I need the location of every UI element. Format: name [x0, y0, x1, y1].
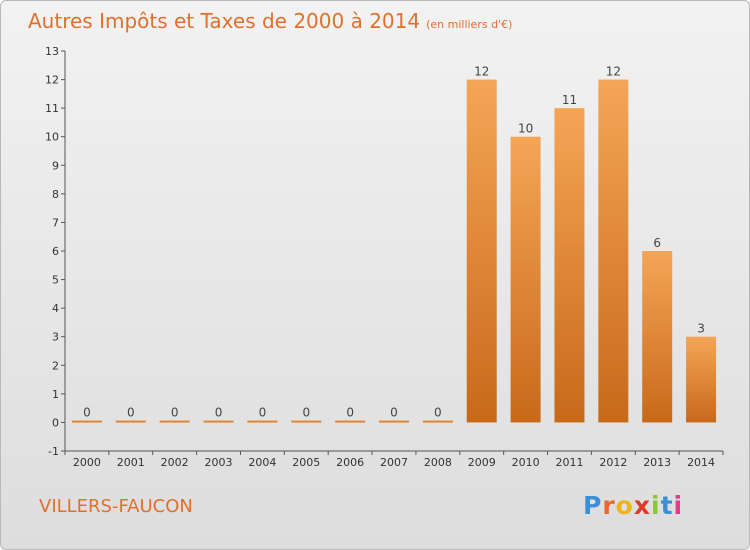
data-label: 0 — [302, 405, 310, 419]
logo-letter: x — [633, 491, 651, 520]
x-tick-label: 2003 — [205, 456, 233, 469]
logo-letter: i — [673, 491, 684, 520]
y-tick-label: 7 — [52, 216, 59, 229]
y-tick-label: 2 — [52, 359, 59, 372]
y-tick-label: 8 — [52, 188, 59, 201]
x-tick-label: 2002 — [161, 456, 189, 469]
bar-2003 — [203, 420, 234, 423]
y-tick-label: 5 — [52, 274, 59, 287]
data-label: 0 — [390, 405, 398, 419]
y-tick-label: 6 — [52, 245, 59, 258]
data-label: 11 — [562, 93, 577, 107]
bar-2008 — [422, 420, 453, 423]
data-label: 6 — [653, 236, 661, 250]
data-label: 0 — [127, 405, 135, 419]
y-tick-label: -1 — [48, 445, 59, 458]
y-tick-label: 11 — [45, 102, 59, 115]
proxiti-logo: Proxiti — [583, 491, 683, 520]
y-tick-label: 0 — [52, 416, 59, 429]
bar-2009 — [466, 79, 497, 423]
data-label: 0 — [346, 405, 354, 419]
chart-title-main: Autres Impôts et Taxes de 2000 à 2014 — [28, 9, 421, 33]
y-tick-label: 1 — [52, 388, 59, 401]
data-label: 0 — [434, 405, 442, 419]
x-tick-label: 2005 — [292, 456, 320, 469]
commune-name: VILLERS-FAUCON — [39, 496, 193, 517]
x-tick-label: 2000 — [73, 456, 101, 469]
data-label: 10 — [518, 122, 533, 136]
bar-2002 — [159, 420, 190, 423]
logo-letter: o — [615, 491, 634, 520]
bar-2006 — [335, 420, 366, 423]
bar-2000 — [71, 420, 102, 423]
y-tick-label: 4 — [52, 302, 59, 315]
data-label: 0 — [259, 405, 267, 419]
y-tick-label: 13 — [45, 45, 59, 58]
logo-letter: r — [602, 491, 616, 520]
bar-2014 — [686, 336, 717, 423]
y-tick-label: 10 — [45, 131, 59, 144]
bar-2004 — [247, 420, 278, 423]
x-tick-label: 2012 — [599, 456, 627, 469]
bar-2001 — [115, 420, 146, 423]
bar-2011 — [554, 108, 585, 423]
x-tick-label: 2009 — [468, 456, 496, 469]
y-tick-label: 12 — [45, 74, 59, 87]
x-tick-label: 2001 — [117, 456, 145, 469]
x-tick-label: 2004 — [248, 456, 276, 469]
chart-subtitle: (en milliers d'€) — [426, 18, 513, 31]
bar-2010 — [510, 136, 541, 423]
logo-letter: i — [651, 491, 661, 520]
data-label: 3 — [697, 322, 705, 336]
y-tick-label: 3 — [52, 331, 59, 344]
bar-2005 — [291, 420, 322, 423]
bar-2007 — [379, 420, 409, 423]
x-tick-label: 2006 — [336, 456, 364, 469]
x-tick-label: 2014 — [687, 456, 715, 469]
x-tick-label: 2007 — [380, 456, 408, 469]
data-label: 12 — [606, 65, 621, 79]
x-tick-label: 2013 — [643, 456, 671, 469]
chart-title: Autres Impôts et Taxes de 2000 à 2014 (en… — [28, 9, 512, 33]
data-label: 0 — [215, 405, 223, 419]
y-tick-label: 9 — [52, 159, 59, 172]
bar-2013 — [642, 251, 673, 423]
logo-letter: t — [660, 491, 674, 520]
bar-2012 — [598, 79, 629, 423]
x-tick-label: 2008 — [424, 456, 452, 469]
x-tick-label: 2011 — [555, 456, 583, 469]
data-label: 0 — [83, 405, 91, 419]
data-label: 0 — [171, 405, 179, 419]
logo-letter: P — [583, 491, 603, 520]
x-tick-label: 2010 — [512, 456, 540, 469]
data-label: 12 — [474, 65, 489, 79]
